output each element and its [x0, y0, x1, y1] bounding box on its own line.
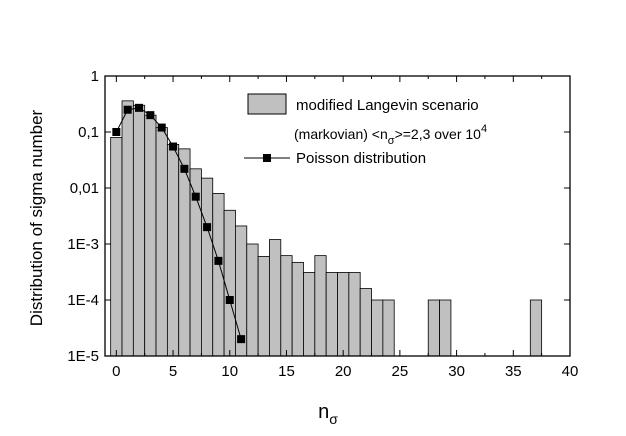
poisson-point — [123, 105, 132, 114]
x-tick-label: 35 — [505, 363, 522, 380]
x-tick-label: 20 — [335, 363, 352, 380]
x-tick-label: 25 — [392, 363, 409, 380]
bar — [427, 299, 440, 357]
poisson-point — [225, 296, 234, 304]
plot-frame — [104, 75, 571, 357]
poisson-point — [112, 128, 121, 136]
bar — [144, 114, 157, 357]
x-axis-title-sub: σ — [329, 411, 338, 427]
annotation-sup: 4 — [481, 123, 487, 135]
bar — [325, 272, 338, 357]
bar — [166, 144, 180, 357]
poisson-point — [169, 142, 178, 151]
poisson-point — [146, 111, 155, 120]
legend: modified Langevin scenario (markovian) <… — [244, 93, 487, 167]
bar — [132, 104, 146, 357]
y-tick-label: 1 — [91, 68, 99, 85]
bar — [291, 261, 304, 357]
poisson-point — [203, 223, 212, 232]
bar — [178, 148, 191, 357]
poisson-point — [214, 256, 223, 265]
bar — [223, 209, 236, 357]
x-tick-label: 40 — [562, 363, 579, 380]
x-tick-label: 10 — [221, 363, 238, 380]
x-tick-label: 0 — [112, 363, 120, 380]
y-tick-label: 1E-5 — [67, 348, 99, 365]
y-axis-title: Distribution of sigma number — [27, 109, 46, 326]
y-tick-label: 0,01 — [70, 180, 99, 197]
bar — [382, 299, 395, 357]
bar — [246, 243, 259, 357]
bar — [359, 288, 372, 357]
y-tick-label: 0,1 — [78, 124, 99, 141]
poisson-point — [135, 103, 144, 112]
bar — [121, 100, 134, 357]
bar — [439, 299, 452, 357]
bar — [314, 255, 327, 357]
axis-tick-labels: 0 5 10 15 20 25 30 35 40 1E-5 1E-4 1E-3 0,01 0,1 1 — [67, 68, 578, 380]
poisson-point — [191, 192, 200, 201]
y-tick-label: 1E-3 — [67, 236, 99, 253]
bar — [348, 272, 361, 357]
annotation-prefix: (markovian) <n — [294, 126, 388, 142]
poisson-point — [157, 123, 166, 132]
legend-line-label: Poisson distribution — [296, 150, 426, 167]
legend-bar-swatch — [247, 93, 287, 115]
bar — [280, 255, 293, 357]
x-axis-title: nσ — [318, 401, 338, 427]
poisson-series — [112, 103, 246, 344]
y-tick-label: 1E-4 — [67, 292, 99, 309]
poisson-point — [237, 335, 246, 344]
x-axis-title-main: n — [318, 401, 329, 423]
bar — [257, 256, 270, 357]
legend-marker-swatch — [263, 154, 271, 162]
legend-bar-label: modified Langevin scenario — [296, 97, 479, 114]
bar — [337, 272, 350, 357]
bar — [529, 299, 543, 357]
poisson-point — [180, 164, 189, 173]
bar — [155, 127, 168, 357]
legend-annotation: (markovian) <nσ>=2,3 over 104 — [294, 123, 487, 147]
x-tick-label: 5 — [169, 363, 177, 380]
bar — [371, 299, 384, 357]
axis-ticks — [105, 75, 571, 357]
bar — [269, 239, 282, 357]
x-tick-label: 15 — [278, 363, 295, 380]
annotation-middle: >=2,3 over 10 — [395, 126, 482, 142]
bar — [303, 272, 316, 357]
histogram-bars — [110, 100, 543, 357]
bar — [110, 137, 123, 357]
bar — [201, 177, 214, 357]
x-tick-label: 30 — [448, 363, 465, 380]
annotation-sub: σ — [388, 135, 395, 147]
